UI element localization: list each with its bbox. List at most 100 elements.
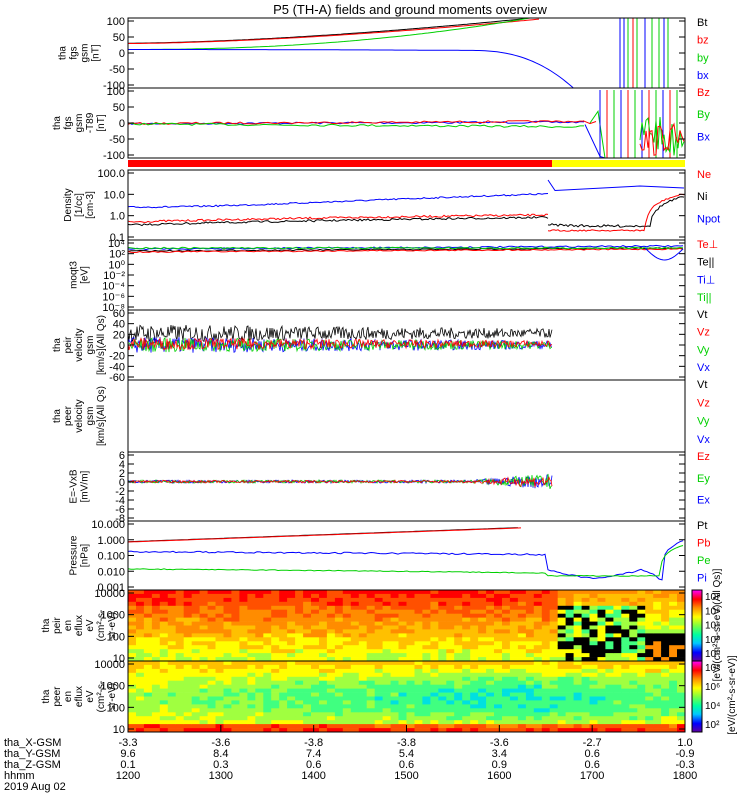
heatmap-cell (319, 700, 328, 705)
heatmap-cell (573, 672, 582, 678)
heatmap-cell (541, 621, 551, 626)
heatmap-cell (239, 645, 248, 650)
heatmap-cell (581, 605, 590, 611)
heatmap-cell (621, 661, 630, 666)
heatmap-cell (295, 724, 304, 729)
heatmap-cell (143, 696, 153, 701)
heatmap-cell (303, 637, 312, 642)
heatmap-cell (406, 720, 415, 725)
heatmap-cell (525, 668, 535, 674)
heatmap-cell (255, 672, 264, 678)
heatmap-cell (159, 617, 169, 622)
heatmap-cell (581, 597, 590, 603)
heatmap-cell (350, 613, 360, 618)
heatmap-cell (565, 593, 574, 599)
heatmap-cell (175, 597, 185, 603)
heatmap-cell (517, 668, 527, 674)
heatmap-cell (565, 590, 574, 595)
heatmap-cell (143, 668, 153, 674)
heatmap-cell (143, 661, 153, 666)
heatmap-cell (557, 712, 567, 717)
heatmap-cell (517, 664, 527, 670)
heatmap-cell (446, 684, 455, 689)
heatmap-cell (183, 676, 193, 682)
heatmap-cell (525, 625, 535, 630)
heatmap-cell (509, 629, 519, 634)
legend-label: Pb (697, 537, 710, 549)
heatmap-cell (541, 688, 551, 693)
heatmap-cell (486, 672, 495, 678)
heatmap-cell (494, 641, 503, 646)
heatmap-cell (247, 676, 256, 682)
heatmap-cell (549, 700, 559, 705)
heatmap-cell (151, 657, 161, 661)
heatmap-cell (151, 625, 161, 630)
heatmap-cell (167, 617, 177, 622)
heatmap-cell (271, 597, 280, 603)
heatmap-cell (143, 712, 153, 717)
heatmap-cell (525, 680, 535, 685)
heatmap-cell (136, 692, 145, 697)
heatmap-cell (517, 633, 527, 638)
heatmap-cell (446, 692, 455, 697)
heatmap-cell (478, 661, 487, 666)
heatmap-cell (358, 728, 368, 732)
heatmap-cell (151, 605, 161, 611)
heatmap-cell (215, 605, 224, 611)
heatmap-cell (199, 613, 208, 618)
heatmap-cell (541, 684, 551, 689)
heatmap-cell (390, 676, 399, 682)
heatmap-cell (589, 696, 598, 701)
heatmap-cell (255, 728, 264, 732)
heatmap-cell (366, 645, 376, 650)
heatmap-cell (669, 661, 678, 666)
heatmap-cell (661, 728, 670, 732)
heatmap-cell (669, 613, 678, 618)
heatmap-cell (255, 704, 264, 709)
heatmap-cell (374, 621, 384, 626)
heatmap-cell (247, 629, 256, 634)
heatmap-cell (366, 692, 376, 697)
heatmap-cell (565, 680, 574, 685)
heatmap-cell (597, 629, 606, 634)
heatmap-cell (271, 605, 280, 611)
heatmap-cell (581, 724, 590, 729)
heatmap-cell (303, 688, 312, 693)
heatmap-cell (645, 661, 654, 666)
heatmap-cell (295, 625, 304, 630)
heatmap-cell (669, 593, 678, 599)
heatmap-cell (653, 649, 662, 654)
heatmap-cell (255, 590, 264, 595)
x-tick-label: 0.6 (399, 759, 414, 771)
heatmap-cell (183, 613, 193, 618)
heatmap-cell (470, 633, 479, 638)
heatmap-cell (502, 728, 511, 732)
heatmap-cell (541, 641, 551, 646)
heatmap-cell (669, 688, 678, 693)
heatmap-cell (167, 621, 177, 626)
heatmap-cell (669, 617, 678, 622)
heatmap-cell (175, 728, 185, 732)
heatmap-cell (398, 716, 407, 721)
heatmap-cell (621, 664, 630, 670)
heatmap-cell (255, 645, 264, 650)
heatmap-cell (605, 649, 614, 654)
heatmap-cell (350, 692, 360, 697)
heatmap-cell (311, 629, 320, 634)
heatmap-cell (502, 696, 511, 701)
heatmap-cell (629, 645, 638, 650)
heatmap-cell (223, 613, 232, 618)
heatmap-cell (366, 672, 376, 678)
heatmap-cell (438, 688, 447, 693)
heatmap-cell (167, 672, 177, 678)
heatmap-cell (311, 609, 320, 614)
heatmap-cell (613, 609, 622, 614)
heatmap-cell (462, 605, 471, 611)
heatmap-cell (374, 605, 384, 611)
heatmap-cell (231, 712, 240, 717)
heatmap-cell (303, 609, 312, 614)
heatmap-cell (613, 601, 622, 607)
heatmap-cell (677, 708, 685, 713)
heatmap-cell (613, 668, 622, 674)
